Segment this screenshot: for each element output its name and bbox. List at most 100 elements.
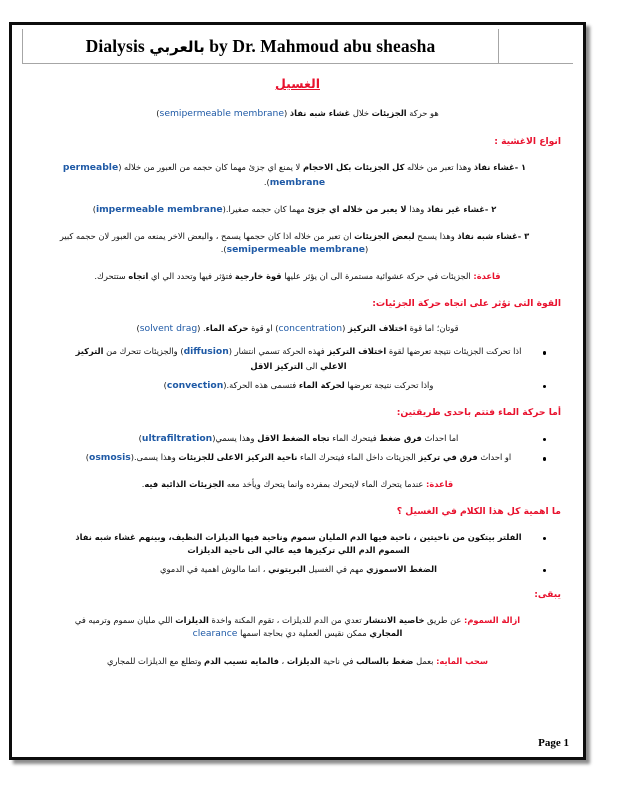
- wr-bold-b: الديلزات: [286, 656, 321, 667]
- ib2-text-a: مهم في الغسيل: [305, 563, 367, 574]
- wr-bold-c: فالمايه تسيب الدم: [204, 656, 279, 667]
- wb1-bold-b: تجاه الضغط الاقل: [257, 432, 330, 443]
- item2-bold-b: لا يعبر من خلاله اي جزئ: [307, 203, 407, 214]
- force-bullet-list: اذا تحركت الجزيئات نتيجة تعرضها لقوة اخت…: [34, 345, 561, 393]
- forces-text-b: (: [342, 323, 349, 334]
- water-removal-label: سحب المايه:: [436, 656, 489, 667]
- rule-paragraph-1: قاعدة: الجزيئات في حركة عشوائية مستمرة ا…: [34, 270, 561, 283]
- forces-term-concentration: concentration: [278, 323, 343, 335]
- intro-paren-open: (: [284, 108, 290, 119]
- title-arabic: بالعربي: [149, 37, 205, 56]
- wb2-text-d: وهذا يسمى.(: [130, 452, 179, 463]
- item3-text-c: ان تعبر من خلاله اذا كان حجمها يسمح ، وا…: [59, 230, 369, 255]
- wb1-text-d: ): [138, 432, 142, 443]
- rule-2-label: قاعدة:: [426, 479, 454, 490]
- intro-english-term: semipermeable membrane: [159, 108, 285, 120]
- toxin-removal-paragraph: ازالة السموم: عن طريق خاصية الانتشار تعد…: [34, 614, 561, 642]
- fb1-bold-c: التركيز الاقل: [250, 361, 304, 372]
- membrane-type-3: ٣ -غشاء شبه نفاذ وهذا يسمح لبعض الجزيئات…: [34, 230, 561, 258]
- wb2-text-e: ): [85, 452, 90, 463]
- forces-bold-a: اختلاف التركيز: [348, 323, 407, 334]
- item1-english-term: permeable membrane: [62, 162, 326, 188]
- rule-2-text-a: عندما يتحرك الماء لايتحرك بمفرده وانما ي…: [224, 479, 427, 490]
- ib1-bold-c: الديلزات النظيف: [171, 531, 239, 542]
- toxins-text-a: عن طريق: [424, 614, 465, 625]
- forces-text-c: ) او قوة: [248, 323, 279, 334]
- membrane-type-1: ١ -غشاء نفاذ وهذا تعبر من خلاله كل الجزي…: [34, 161, 561, 191]
- wb1-text-a: اما احداث: [421, 432, 459, 443]
- membrane-type-2: ٢ -غشاء غير نفاذ وهذا لا يعبر من خلاله ا…: [34, 203, 561, 218]
- intro-term-molecules: الجزيئات: [371, 108, 407, 119]
- section-heading-importance: ما اهمية كل هذا الكلام في الغسيل ؟: [396, 505, 561, 517]
- wb2-term-osmosis: osmosis: [89, 452, 131, 464]
- list-item: الفلتر بيتكون من ناحيتين ، ناحية فيها ال…: [64, 531, 546, 558]
- forces-text-e: ): [136, 323, 140, 334]
- fb1-text-c: ) والجزيئات تتحرك من: [103, 346, 184, 357]
- wr-text-b: في ناحية: [320, 656, 357, 667]
- title-english-lead: Dialysis: [85, 35, 145, 56]
- item2-text-b: وهذا: [406, 203, 427, 214]
- forces-intro: قوتان؛ اما قوة اختلاف التركيز (concentra…: [34, 322, 561, 337]
- forces-term-solvent-drag: solvent drag: [139, 323, 198, 335]
- rule-paragraph-2: قاعدة: عندما يتحرك الماء لايتحرك بمفرده …: [34, 478, 561, 491]
- intro-text-c: خلال: [350, 108, 372, 119]
- title-english-tail: by Dr. Mahmoud abu sheasha: [209, 35, 436, 56]
- rule-1-text-b: فتؤثر فيها وتحدد الي اي: [148, 271, 235, 282]
- wb2-text-b: الجزيئات داخل الماء فيتحرك الماء: [297, 452, 419, 463]
- header-table: Dialysis بالعربي by Dr. Mahmoud abu shea…: [22, 29, 573, 64]
- toxins-text-c: اللي مليان سموم وترميه في: [74, 614, 176, 625]
- toxins-bold-b: الديلزات: [175, 614, 209, 625]
- item1-text-d: ).: [263, 176, 270, 187]
- document-page: Dialysis بالعربي by Dr. Mahmoud abu shea…: [9, 22, 586, 760]
- intro-term-membrane: غشاء شبه نفاذ: [289, 108, 351, 119]
- toxins-bold-c: المجاري: [369, 628, 403, 639]
- item1-prefix: ١ -غشاء: [490, 162, 527, 173]
- fb2-text-c: ): [163, 379, 167, 390]
- ib1-bold-b: الدم المليان سموم: [290, 531, 367, 542]
- item2-text-d: ): [92, 203, 96, 214]
- page-title: Dialysis بالعربي by Dr. Mahmoud abu shea…: [86, 36, 436, 56]
- fb1-term-diffusion: diffusion: [183, 346, 229, 358]
- header-row: Dialysis بالعربي by Dr. Mahmoud abu shea…: [22, 29, 573, 64]
- rule-1-bold-a: قوة خارجية: [234, 271, 282, 282]
- forces-text-d: . (: [197, 323, 206, 334]
- wr-text-c: ،: [278, 656, 287, 667]
- wb2-bold-a: فرق في تركيز: [418, 452, 478, 463]
- toxins-term-clearance: clearance: [192, 628, 238, 640]
- item3-prefix: ٣ -غشاء: [493, 230, 530, 241]
- header-side-cell: [498, 29, 573, 64]
- rule-2-text-b: .: [141, 479, 145, 490]
- ib2-text-b: ، انما مالوش اهمية في الدموي: [160, 563, 269, 574]
- item3-bold-b: لبعض الجزيئات: [354, 230, 415, 241]
- document-heading: الغسيل: [274, 76, 320, 91]
- fb1-bold-b: التركيز الاعلي: [75, 346, 347, 372]
- item1-text-b: وهذا تعبر من خلاله: [404, 162, 474, 173]
- item1-text-c: لا يمنع اي جزئ مهما كان حجمه من العبور م…: [118, 162, 303, 173]
- list-item: او احداث فرق في تركيز الجزيئات داخل الما…: [64, 451, 546, 466]
- fb2-text-a: واذا تحركت نتيجة تعرضها: [344, 379, 434, 390]
- wb1-text-b: فيتحرك الماء: [329, 432, 380, 443]
- water-removal-paragraph: سحب المايه: بعمل ضغط بالسالب في ناحية ال…: [34, 655, 561, 668]
- toxins-text-d: ممكن نقيس العملية دي بحاجة اسمها: [237, 628, 370, 639]
- forces-bold-b: حركة الماء: [205, 323, 249, 334]
- toxins-text-b: تعدي من الدم للديلزات ، تقوم المكنة واخد…: [208, 614, 365, 625]
- wb1-bold-a: فرق ضغط: [379, 432, 422, 443]
- ib2-bold-b: البريتوني: [268, 563, 306, 574]
- list-item: الضغط الاسموزي مهم في الغسيل البريتوني ،…: [64, 563, 546, 576]
- rule-1-bold-b: اتجاه: [128, 271, 149, 282]
- water-bullet-list: اما احداث فرق ضغط فيتحرك الماء تجاه الضغ…: [34, 432, 561, 467]
- item3-english-term: semipermeable membrane: [226, 244, 365, 256]
- wb1-term-ultrafiltration: ultrafiltration: [141, 432, 213, 444]
- page-inner: Dialysis بالعربي by Dr. Mahmoud abu shea…: [12, 25, 583, 757]
- fb2-term-convection: convection: [166, 379, 224, 391]
- intro-paragraph: هو حركة الجزيئات خلال غشاء شبه نفاذ (sem…: [34, 107, 561, 122]
- ib1-text-b: بيتكون من ناحيتين ، ناحية فيها: [366, 531, 498, 542]
- document-body: الغسيل هو حركة الجزيئات خلال غشاء شبه نف…: [22, 74, 573, 669]
- item1-bold-b: كل الجزيئات بكل الاحجام: [302, 162, 405, 173]
- forces-text-a: قوتان؛ اما قوة: [406, 323, 459, 334]
- wb1-text-c: وهذا يسمي(: [212, 432, 258, 443]
- wr-text-a: بعمل: [413, 656, 437, 667]
- section-heading-remains: يبقى:: [534, 589, 561, 600]
- item2-bold-a: غير نفاذ: [426, 203, 461, 214]
- fb1-bold-a: اختلاف التركيز: [327, 346, 387, 357]
